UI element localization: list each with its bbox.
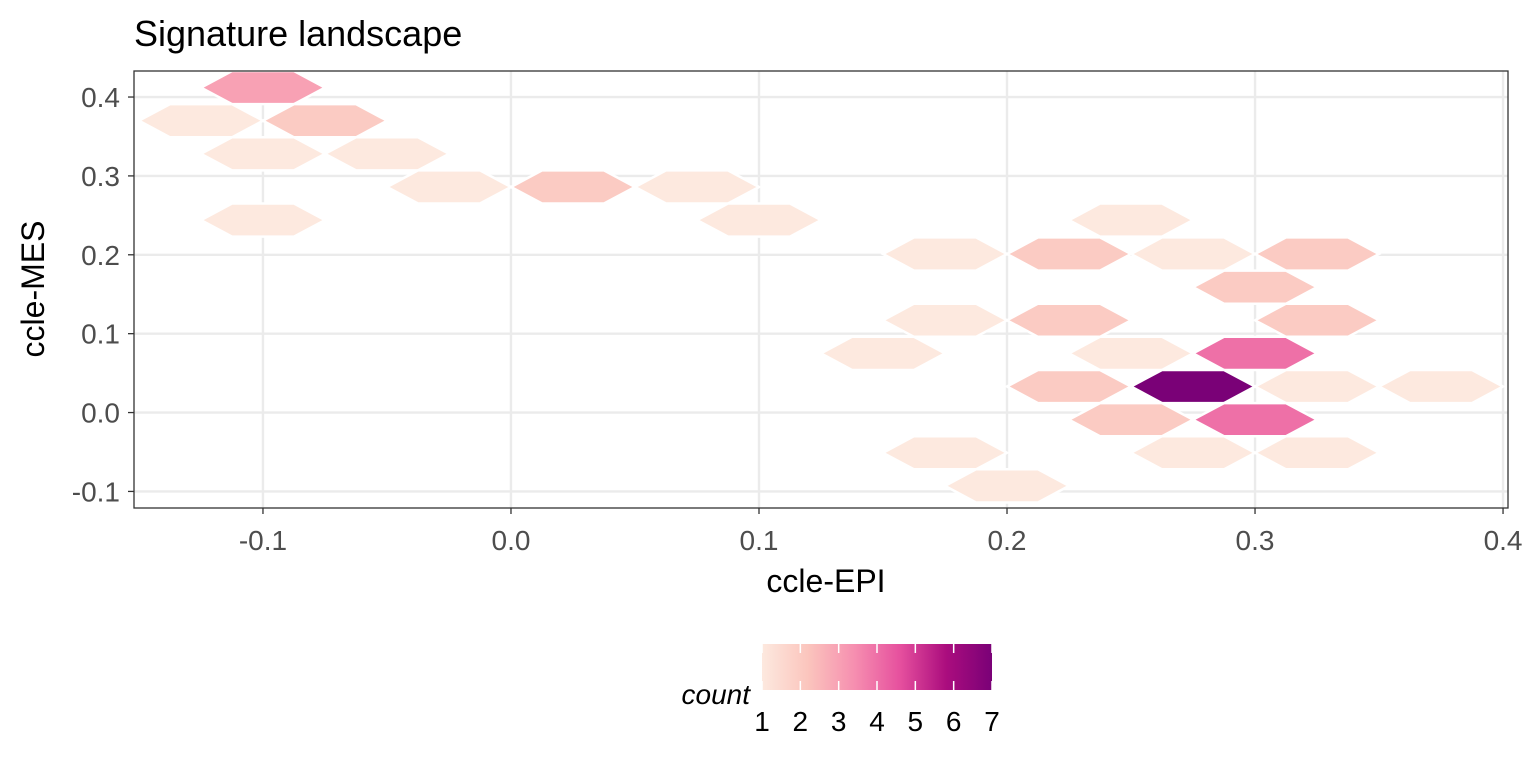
hexbin-cell bbox=[1066, 202, 1196, 238]
y-tick-label: 0.3 bbox=[81, 161, 120, 192]
hexbin-cell bbox=[1004, 302, 1134, 339]
hexbin-cell bbox=[198, 71, 328, 106]
hexbin-cell bbox=[260, 102, 390, 139]
hexbin-cells bbox=[136, 71, 1506, 504]
hexbin-cell bbox=[1128, 368, 1258, 405]
hexbin-cell bbox=[1252, 434, 1382, 471]
x-tick-label: 0.2 bbox=[988, 525, 1027, 556]
plot-panel-border bbox=[133, 70, 1509, 509]
hexbin-cell bbox=[1004, 368, 1134, 405]
hexbin-cell bbox=[136, 102, 266, 139]
x-tick-label: 0.4 bbox=[1484, 525, 1523, 556]
legend-tick-label: 2 bbox=[793, 706, 809, 737]
x-tick-label: 0.1 bbox=[740, 525, 779, 556]
legend-tick-label: 1 bbox=[754, 706, 770, 737]
legend-tick-label: 4 bbox=[869, 706, 885, 737]
y-axis-label: ccle-MES bbox=[15, 221, 51, 358]
y-tick-label: 0.1 bbox=[81, 319, 120, 350]
legend-tick-label: 6 bbox=[946, 706, 962, 737]
hexbin-cell bbox=[1190, 269, 1320, 305]
hexbin-cell bbox=[198, 202, 328, 238]
y-tick-label: 0.2 bbox=[81, 240, 120, 271]
y-axis-ticks: -0.1 0.0 0.1 0.2 0.3 0.4 bbox=[72, 82, 134, 507]
x-tick-label: 0.3 bbox=[1236, 525, 1275, 556]
hexbin-cell bbox=[322, 136, 452, 172]
hexbin-cell bbox=[942, 468, 1072, 504]
x-tick-label: 0.0 bbox=[492, 525, 531, 556]
hexbin-cell bbox=[1128, 434, 1258, 471]
y-tick-label: 0.0 bbox=[81, 398, 120, 429]
legend-tick-label: 5 bbox=[908, 706, 924, 737]
x-axis-ticks: -0.1 0.0 0.1 0.2 0.3 0.4 bbox=[239, 508, 1523, 556]
hexbin-cell bbox=[1066, 401, 1196, 438]
hexbin-cell bbox=[880, 236, 1010, 272]
y-tick-label: 0.4 bbox=[81, 82, 120, 113]
hexbin-cell bbox=[1252, 236, 1382, 272]
hexbin-cell bbox=[880, 302, 1010, 339]
x-tick-label: -0.1 bbox=[239, 525, 287, 556]
hexbin-cell bbox=[1190, 401, 1320, 438]
chart-title: Signature landscape bbox=[134, 13, 462, 54]
legend-title: count bbox=[682, 679, 752, 710]
hexbin-cell bbox=[1190, 335, 1320, 372]
x-axis-label: ccle-EPI bbox=[766, 563, 885, 599]
hexbin-cell bbox=[1004, 236, 1134, 272]
legend-tick-label: 7 bbox=[984, 706, 1000, 737]
hexbin-cell bbox=[1376, 368, 1506, 405]
hexbin-cell bbox=[694, 202, 824, 238]
hexbin-cell bbox=[1252, 368, 1382, 405]
hexbin-cell bbox=[198, 136, 328, 172]
hexbin-cell bbox=[1066, 335, 1196, 372]
legend-tick-label: 3 bbox=[831, 706, 847, 737]
hexbin-cell bbox=[818, 335, 948, 372]
hexbin-cell bbox=[880, 434, 1010, 471]
hexbin-cell bbox=[1252, 302, 1382, 339]
hexbin-cell bbox=[632, 169, 762, 205]
hexbin-cell bbox=[1128, 236, 1258, 272]
y-tick-label: -0.1 bbox=[72, 476, 120, 507]
